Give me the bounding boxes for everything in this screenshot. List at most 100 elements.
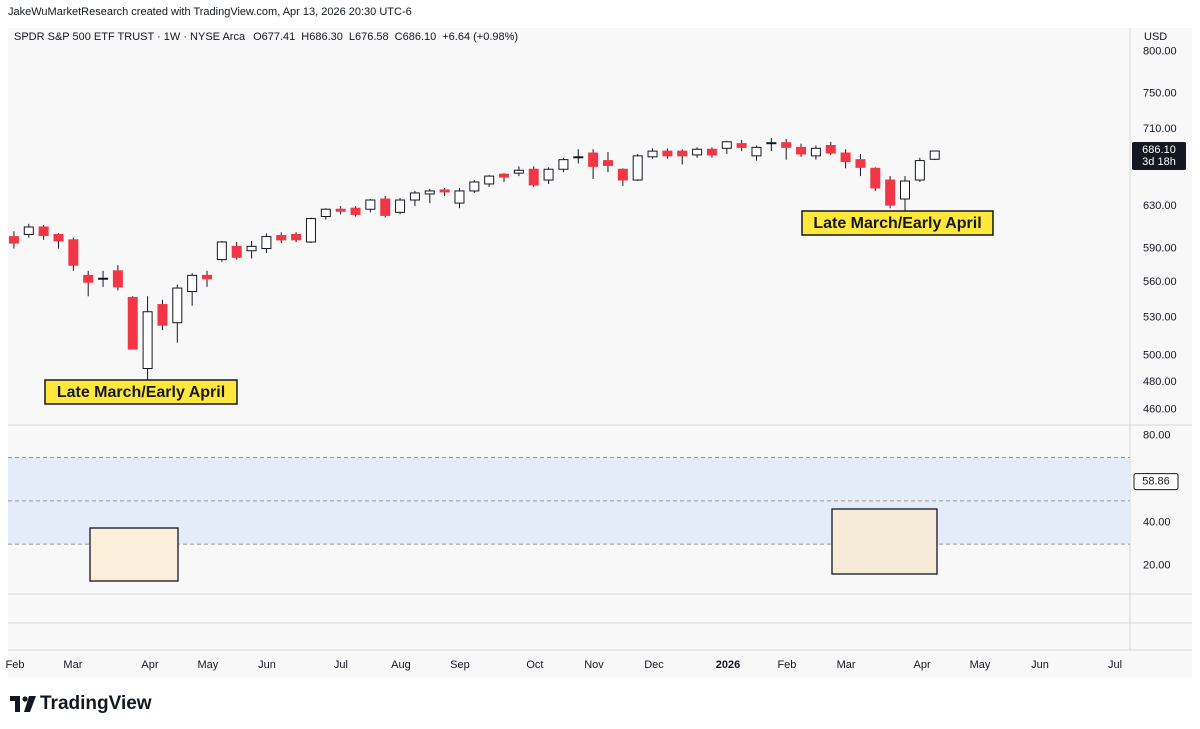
candle-body bbox=[721, 141, 732, 149]
logo-mark bbox=[10, 696, 20, 712]
x-tick-label: Sep bbox=[450, 659, 470, 671]
candle-body bbox=[647, 150, 658, 158]
annotation-box bbox=[44, 379, 238, 405]
candle-body bbox=[528, 168, 539, 186]
annotation: Late March/Early April bbox=[813, 215, 981, 232]
candle-body bbox=[855, 159, 866, 168]
candle-body bbox=[543, 168, 554, 181]
candle-body bbox=[662, 150, 673, 157]
last-value-box bbox=[1133, 473, 1179, 491]
candle-body bbox=[900, 180, 911, 200]
countdown: 3d 18h bbox=[1142, 156, 1176, 168]
x-tick-label: Aug bbox=[391, 659, 411, 671]
last-price-label: 686.10 bbox=[1142, 144, 1176, 156]
candle-body bbox=[231, 245, 242, 258]
candle-body bbox=[573, 156, 584, 159]
candle-body bbox=[484, 175, 495, 185]
candle-body bbox=[602, 160, 613, 166]
ohlc-value: C686.10 bbox=[395, 31, 437, 43]
candle-body bbox=[825, 144, 836, 154]
x-tick-label: Dec bbox=[644, 659, 664, 671]
candle-body bbox=[409, 192, 420, 201]
x-tick-label: Jul bbox=[1108, 659, 1122, 671]
y-tick-label: 590.00 bbox=[1143, 242, 1177, 254]
ohlc-value: H686.30 bbox=[301, 31, 343, 43]
chart-area bbox=[8, 28, 1192, 678]
candle-body bbox=[439, 189, 450, 193]
brand: TradingView bbox=[40, 693, 152, 714]
x-tick-label: May bbox=[198, 659, 219, 671]
rsi-tick-label: 80.00 bbox=[1143, 430, 1171, 442]
candle-body bbox=[142, 311, 153, 370]
candle-body bbox=[424, 190, 435, 195]
y-tick-label: 500.00 bbox=[1143, 349, 1177, 361]
y-tick-label: 750.00 bbox=[1143, 87, 1177, 99]
candle-body bbox=[469, 181, 480, 192]
highlight-box bbox=[89, 527, 179, 582]
x-tick-label: Oct bbox=[526, 659, 543, 671]
candle-body bbox=[291, 233, 302, 241]
last-price-box bbox=[1132, 142, 1186, 171]
candle-body bbox=[157, 304, 168, 326]
candle-body bbox=[261, 236, 272, 250]
logo: TradingView bbox=[10, 693, 152, 714]
candle-body bbox=[929, 150, 940, 160]
annotation-box bbox=[801, 210, 994, 236]
candle-body bbox=[276, 235, 287, 241]
y-tick-label: 530.00 bbox=[1143, 312, 1177, 324]
last-value-label: 58.86 bbox=[1142, 476, 1170, 488]
candle-body bbox=[202, 274, 213, 280]
candle-body bbox=[558, 159, 569, 170]
candle-body bbox=[736, 143, 747, 148]
x-tick-label: Apr bbox=[141, 659, 158, 671]
candle-body bbox=[112, 270, 123, 288]
y-tick-label: 630.00 bbox=[1143, 200, 1177, 212]
candle-body bbox=[588, 152, 599, 167]
candle-body bbox=[187, 274, 198, 293]
candle-body bbox=[632, 155, 643, 181]
annotation: Late March/Early April bbox=[57, 384, 225, 401]
candle-body bbox=[68, 239, 79, 266]
candle-body bbox=[796, 146, 807, 155]
y-tick-label: 480.00 bbox=[1143, 376, 1177, 388]
x-tick-label: 2026 bbox=[716, 659, 740, 671]
logo-mark bbox=[24, 696, 36, 712]
candle-body bbox=[692, 148, 703, 156]
candle-body bbox=[499, 173, 510, 178]
x-tick-label: Nov bbox=[584, 659, 604, 671]
rsi-tick-label: 40.00 bbox=[1143, 516, 1171, 528]
ohlc-value: L676.58 bbox=[349, 31, 389, 43]
candle-body bbox=[454, 190, 465, 204]
y-tick-label: 460.00 bbox=[1143, 403, 1177, 415]
candle-body bbox=[677, 150, 688, 157]
symbol: SPDR S&P 500 ETF TRUST · 1W · NYSE Arca bbox=[14, 31, 246, 43]
candle-body bbox=[350, 207, 361, 215]
candle-body bbox=[8, 236, 19, 244]
x-tick-label: Jul bbox=[334, 659, 348, 671]
logo-mark bbox=[22, 696, 28, 702]
candle-body bbox=[751, 146, 762, 157]
candle-body bbox=[216, 241, 227, 261]
y-tick-label: 560.00 bbox=[1143, 276, 1177, 288]
x-tick-label: Apr bbox=[914, 659, 931, 671]
candle-body bbox=[38, 226, 49, 237]
candle-body bbox=[246, 245, 257, 252]
ohlc-value: O677.41 bbox=[253, 31, 295, 43]
change: +6.64 (+0.98%) bbox=[442, 31, 518, 43]
candle-body bbox=[335, 208, 346, 212]
x-tick-label: May bbox=[970, 659, 991, 671]
candle-body bbox=[617, 168, 628, 181]
x-tick-label: Mar bbox=[63, 659, 82, 671]
highlight-box bbox=[831, 508, 938, 575]
candle-body bbox=[320, 208, 331, 217]
x-tick-label: Mar bbox=[837, 659, 856, 671]
x-tick-label: Feb bbox=[777, 659, 796, 671]
candle-body bbox=[83, 274, 94, 283]
candle-body bbox=[870, 167, 881, 189]
candle-body bbox=[53, 233, 64, 242]
attribution: JakeWuMarketResearch created with Tradin… bbox=[8, 6, 412, 18]
rsi-tick-label: 20.00 bbox=[1143, 560, 1171, 572]
candle-body bbox=[914, 160, 925, 181]
candle-body bbox=[781, 142, 792, 148]
